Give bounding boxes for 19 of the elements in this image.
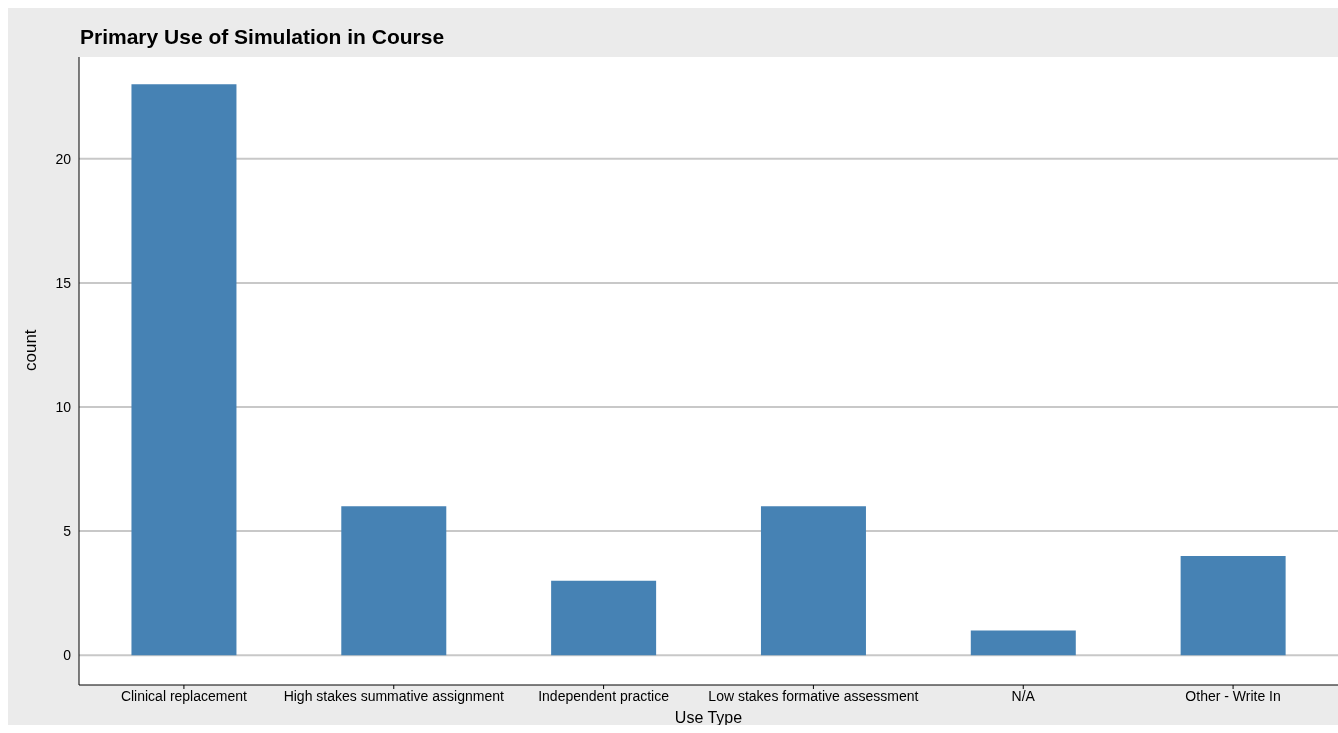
x-tick-label: N/A	[1011, 687, 1036, 704]
x-tick-label: Clinical replacement	[120, 687, 248, 704]
chart-title: Primary Use of Simulation in Course	[80, 25, 445, 49]
bar	[551, 580, 657, 656]
bar	[131, 84, 237, 656]
y-tick-label: 15	[55, 274, 72, 291]
x-tick-label: High stakes summative assignment	[283, 687, 504, 704]
bar	[970, 630, 1076, 656]
bar	[1180, 555, 1286, 656]
y-axis-title: count	[21, 329, 41, 371]
bar	[760, 506, 866, 656]
x-tick-label: Independent practice	[538, 687, 670, 704]
x-tick-label: Low stakes formative assessment	[708, 687, 919, 704]
x-tick-label: Other - Write In	[1185, 687, 1281, 704]
y-tick-label: 10	[55, 398, 72, 415]
bar	[341, 506, 447, 656]
y-tick-label: 5	[63, 523, 72, 540]
y-tick-label: 0	[63, 647, 72, 664]
y-tick-label: 20	[55, 150, 72, 167]
